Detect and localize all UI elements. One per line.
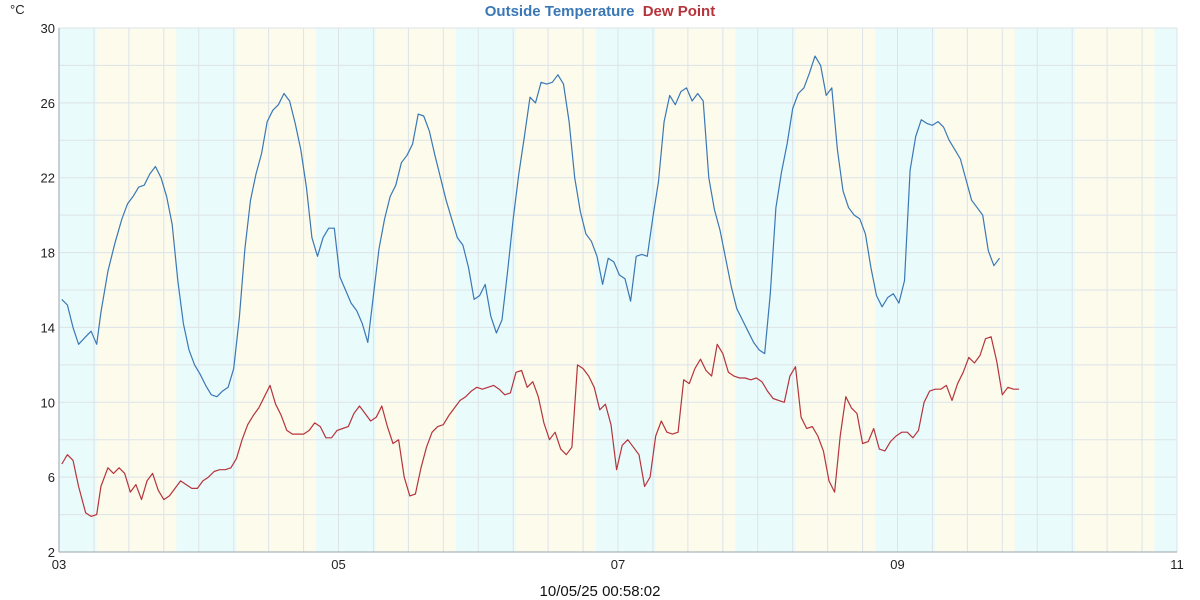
series-lines xyxy=(61,55,1020,517)
y-tick-label: 22 xyxy=(41,171,55,186)
x-tick-labels: 03 05 07 09 11 xyxy=(52,557,1184,572)
legend: Outside Temperature Dew Point xyxy=(0,3,1200,20)
series-line-outside-temperature xyxy=(61,55,1000,398)
legend-outside-temperature: Outside Temperature xyxy=(484,3,635,20)
y-axis-unit: °C xyxy=(10,2,25,17)
y-tick-label: 14 xyxy=(41,320,55,335)
y-tick-label: 30 xyxy=(41,21,55,36)
axes xyxy=(58,28,1177,553)
x-tick-label: 05 xyxy=(331,557,345,572)
x-tick-label: 07 xyxy=(611,557,625,572)
y-tick-label: 26 xyxy=(41,96,55,111)
x-tick-label: 09 xyxy=(890,557,904,572)
series-line-dew-point xyxy=(61,336,1020,517)
x-tick-label: 03 xyxy=(52,557,66,572)
y-tick-label: 10 xyxy=(41,395,55,410)
timestamp: 10/05/25 00:58:02 xyxy=(539,583,661,600)
y-tick-label: 6 xyxy=(48,470,55,485)
x-tick-label: 11 xyxy=(1170,557,1184,572)
legend-dew-point: Dew Point xyxy=(642,3,716,20)
y-tick-label: 18 xyxy=(41,246,55,261)
y-tick-label: 2 xyxy=(48,545,55,560)
